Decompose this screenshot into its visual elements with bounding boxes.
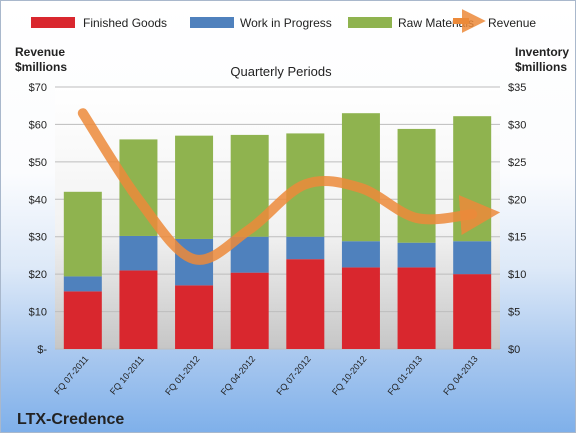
x-tick-label: FQ 10-2011 [108,354,146,397]
legend-label-finished-goods: Finished Goods [83,16,167,30]
bar-work-in-progress [286,236,325,260]
left-axis-title-line2: $millions [15,60,67,74]
bar-work-in-progress [341,241,380,268]
bar-finished-goods [453,274,492,349]
bar-finished-goods [341,267,380,349]
right-axis: $0 $5 $10 $15 $20 $25 $30 $35 [508,82,526,356]
right-tick-label: $25 [508,157,526,169]
bar-raw-materials [63,191,102,277]
left-tick-label: $20 [29,269,47,281]
left-axis: $- $10 $20 $30 $40 $50 $60 $70 [29,82,48,356]
right-tick-label: $30 [508,119,526,131]
bar-work-in-progress [119,235,158,271]
right-tick-label: $15 [508,232,526,244]
left-tick-label: $40 [29,194,47,206]
right-axis-title-line1: Inventory [515,45,569,59]
left-tick-label: $10 [29,307,47,319]
bar-work-in-progress [397,242,436,268]
right-axis-title-line2: $millions [515,60,567,74]
x-tick-label: FQ 10-2012 [330,354,369,397]
x-tick-label: FQ 04-2012 [219,354,258,397]
revenue-series-line [77,108,501,265]
bar-finished-goods [397,267,436,349]
legend-label-revenue: Revenue [488,16,536,30]
chart-title: Quarterly Periods [230,64,332,79]
left-tick-label: $70 [29,82,47,94]
right-tick-label: $5 [508,307,520,319]
right-tick-label: $20 [508,194,526,206]
bar-work-in-progress [63,276,102,292]
bar-work-in-progress [453,241,492,275]
bar-finished-goods [286,259,325,349]
left-axis-title-line1: Revenue [15,45,65,59]
left-tick-label: $60 [29,119,47,131]
x-tick-label: FQ 07-2011 [52,354,90,397]
right-tick-label: $35 [508,82,526,94]
bar-finished-goods [175,285,214,349]
bar-finished-goods [63,291,102,349]
bars [63,113,492,349]
bar-finished-goods [230,272,269,349]
bar-raw-materials [175,135,214,239]
bar-raw-materials [453,116,492,242]
x-axis: FQ 07-2011 FQ 10-2011 FQ 01-2012 FQ 04-2012… [52,354,479,397]
bar-finished-goods [119,270,158,349]
x-tick-label: FQ 01-2013 [386,354,425,397]
x-tick-label: FQ 04-2013 [441,354,480,397]
left-tick-label: $30 [29,232,47,244]
right-tick-label: $0 [508,344,520,356]
legend-label-work-in-progress: Work in Progress [240,16,332,30]
legend-swatch-raw-materials [348,17,392,28]
right-tick-label: $10 [508,269,526,281]
bar-raw-materials [341,113,380,242]
legend-swatch-work-in-progress [190,17,234,28]
legend: Finished Goods Work in Progress Raw Mate… [31,9,536,33]
bar-raw-materials [397,128,436,243]
x-tick-label: FQ 01-2012 [163,354,202,397]
legend-swatch-finished-goods [31,17,75,28]
revenue-line [77,108,501,265]
left-tick-label: $50 [29,157,47,169]
company-name: LTX-Credence [17,411,124,428]
left-tick-label: $- [37,344,47,356]
x-tick-label: FQ 07-2012 [274,354,313,397]
